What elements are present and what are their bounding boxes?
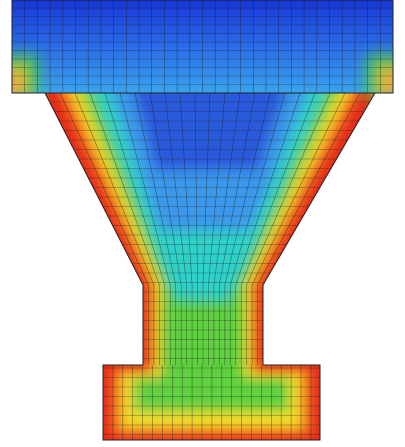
mesh-line <box>246 92 331 365</box>
mesh-line <box>149 92 182 365</box>
mesh-line <box>59 92 149 365</box>
funnel-outline <box>44 92 376 441</box>
outline <box>11 0 394 441</box>
mesh-line <box>257 92 361 365</box>
mesh-line <box>251 92 346 365</box>
mesh-line <box>134 92 177 365</box>
contour-band <box>130 93 290 170</box>
mesh-line <box>240 92 316 365</box>
mesh-line <box>104 92 166 365</box>
mesh-line <box>213 92 241 365</box>
funnel-field <box>45 93 375 440</box>
mesh-line <box>194 92 198 365</box>
mesh-line <box>224 92 271 365</box>
mesh-line <box>119 92 171 365</box>
mesh-line <box>89 92 160 365</box>
mesh-line <box>235 92 301 365</box>
mesh-line <box>74 92 155 365</box>
mesh-line <box>219 92 256 365</box>
corner-left-hot <box>12 68 24 98</box>
mesh-line <box>179 92 193 365</box>
corner-right-hot <box>381 68 393 98</box>
mesh-line <box>229 92 286 365</box>
mesh-line <box>208 92 226 365</box>
mesh-line <box>202 92 211 365</box>
mesh-line <box>164 92 187 365</box>
